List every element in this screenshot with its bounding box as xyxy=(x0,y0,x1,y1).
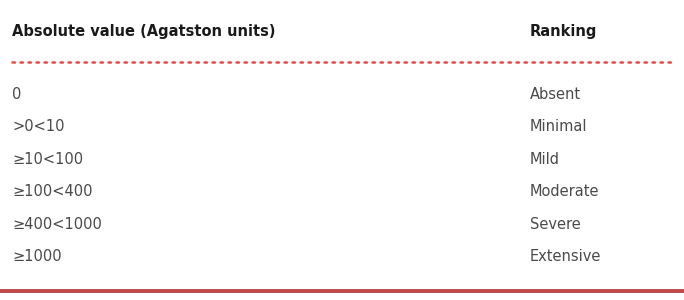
Text: Absolute value (Agatston units): Absolute value (Agatston units) xyxy=(12,24,276,39)
Text: Minimal: Minimal xyxy=(530,119,588,134)
Text: Absent: Absent xyxy=(530,87,581,102)
Text: Extensive: Extensive xyxy=(530,249,601,264)
Text: Ranking: Ranking xyxy=(530,24,598,39)
Text: ≥10<100: ≥10<100 xyxy=(12,152,83,167)
Text: Mild: Mild xyxy=(530,152,560,167)
Text: ≥400<1000: ≥400<1000 xyxy=(12,217,102,232)
Text: ≥100<400: ≥100<400 xyxy=(12,184,93,199)
Text: >0<10: >0<10 xyxy=(12,119,65,134)
Text: Moderate: Moderate xyxy=(530,184,600,199)
Text: Severe: Severe xyxy=(530,217,581,232)
Text: 0: 0 xyxy=(12,87,22,102)
Text: ≥1000: ≥1000 xyxy=(12,249,62,264)
